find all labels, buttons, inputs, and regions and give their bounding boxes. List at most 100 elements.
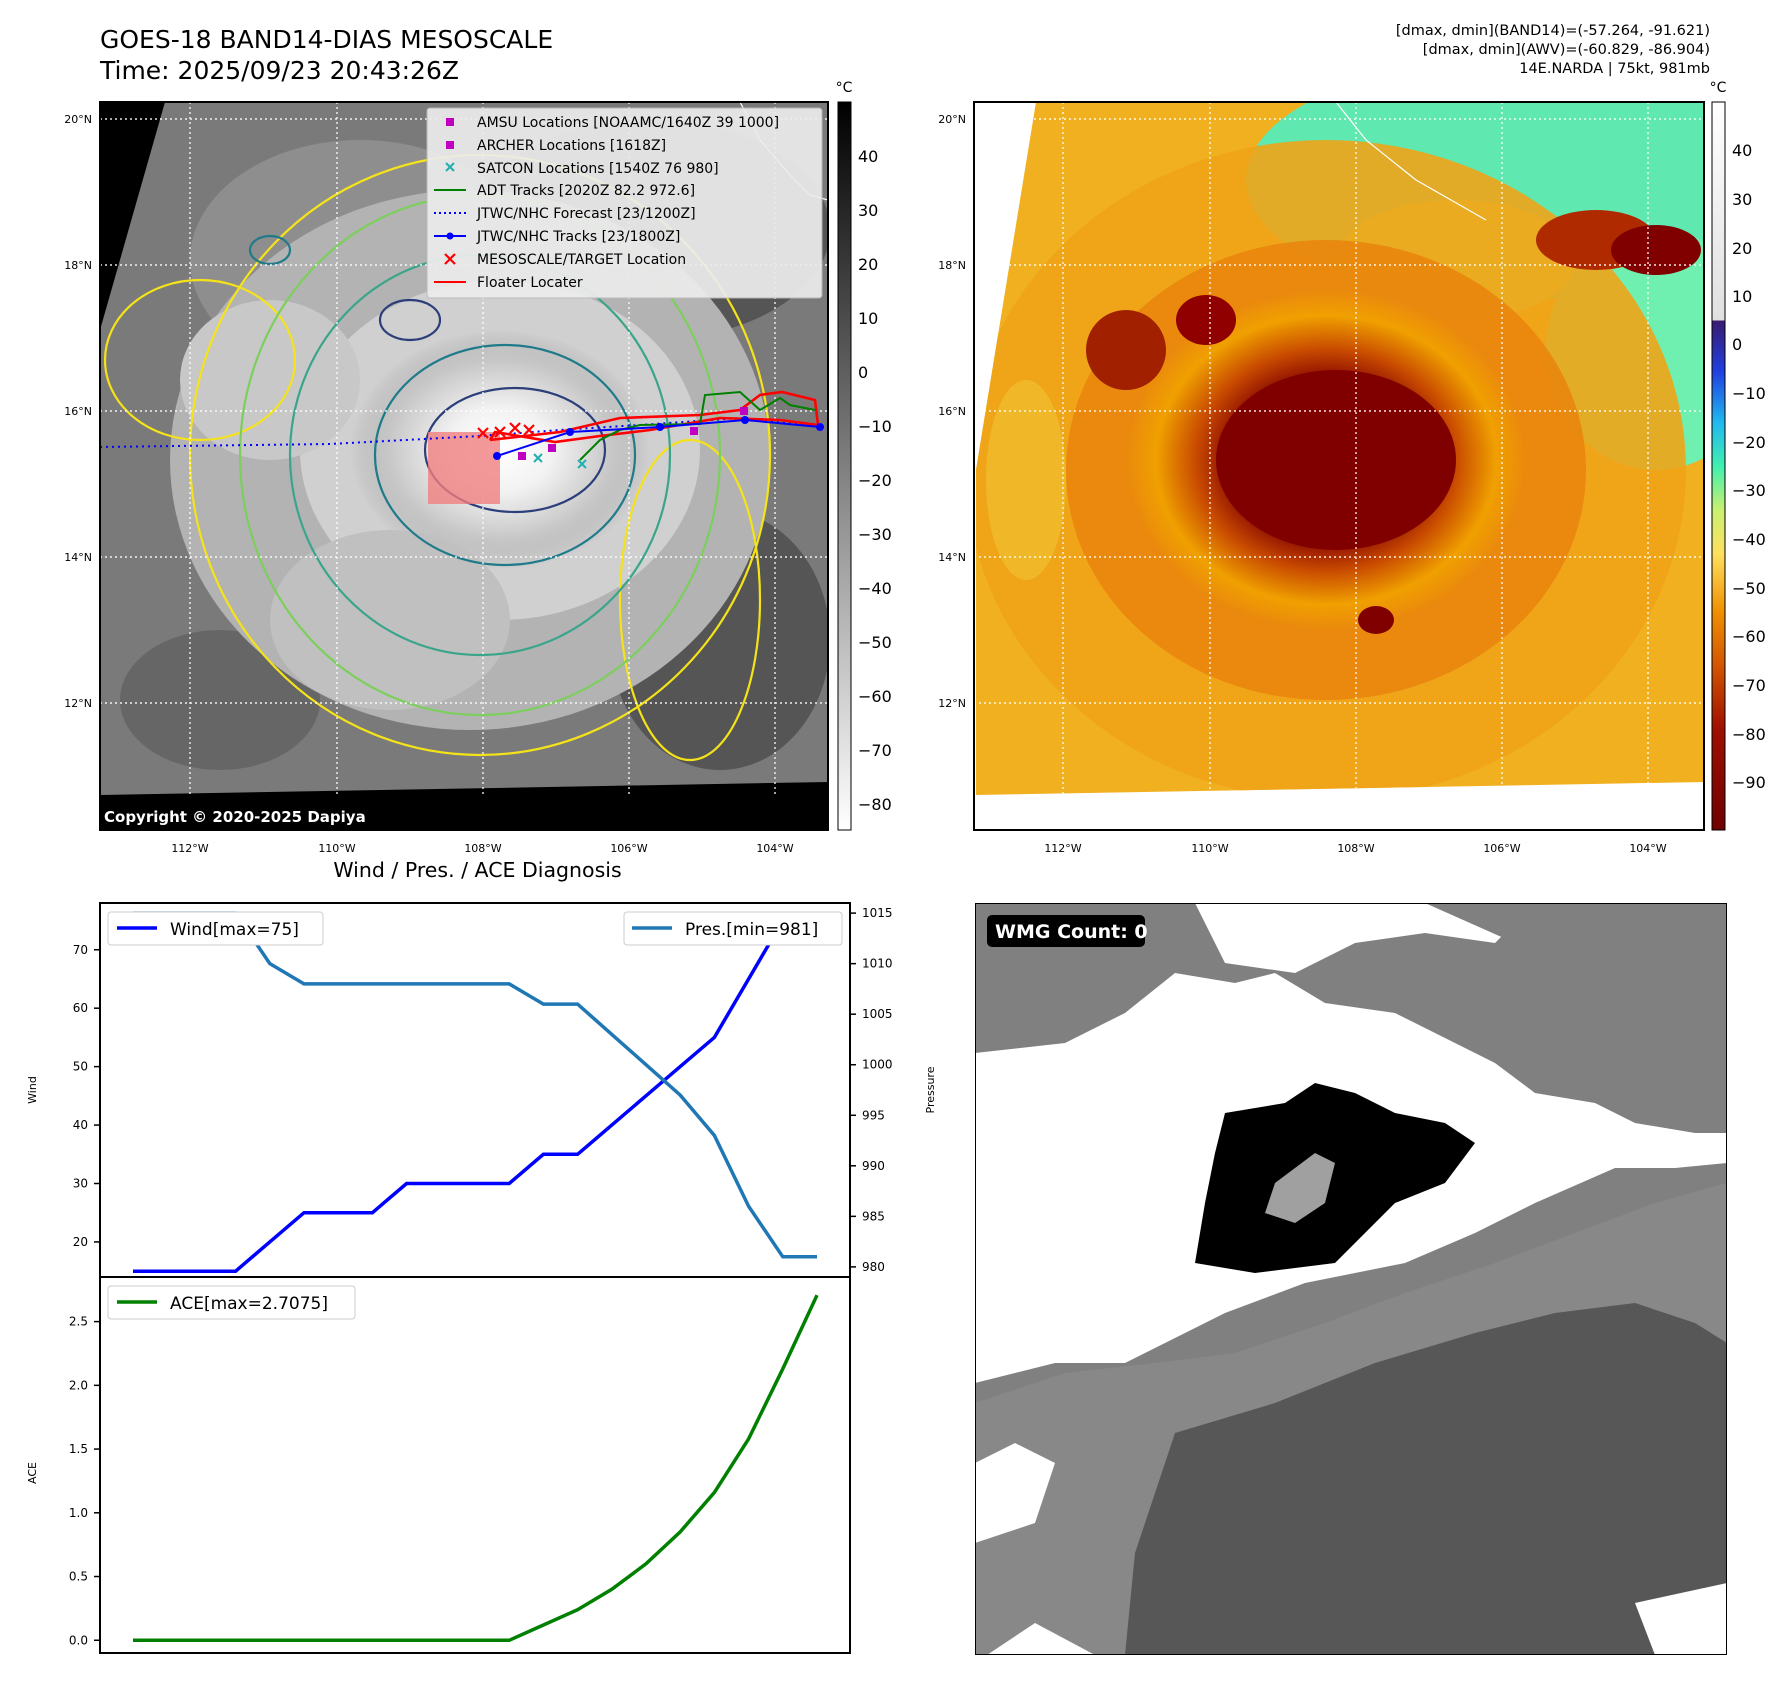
y-tick-label: 50 bbox=[73, 1060, 88, 1074]
right-colorbar-ticks: 40 30 20 10 0 −10 −20 −30 −40 −50 −60 −7… bbox=[1732, 141, 1766, 792]
legend-label-mesoscale: MESOSCALE/TARGET Location bbox=[477, 252, 686, 268]
map-legend: AMSU Locations [NOAAMC/1640Z 39 1000] AR… bbox=[426, 107, 823, 299]
ace-axis-label: ACE bbox=[26, 1462, 39, 1484]
y-tick-label: 2.5 bbox=[69, 1315, 88, 1329]
colorbar-tick: −30 bbox=[1732, 481, 1766, 500]
colorbar-tick: −20 bbox=[858, 471, 892, 490]
colorbar-tick: −10 bbox=[858, 417, 892, 436]
wmg-count-badge: WMG Count: 0 bbox=[987, 915, 1148, 947]
legend-marker-amsu bbox=[446, 118, 454, 126]
ace-legend-label: ACE[max=2.7075] bbox=[170, 1294, 328, 1314]
colorbar-tick: −90 bbox=[1732, 773, 1766, 792]
lon-label: 112°W bbox=[171, 842, 208, 855]
wind-axis-label: Wind bbox=[26, 1076, 39, 1104]
colorbar-tick: 0 bbox=[1732, 335, 1742, 354]
copyright-text: Copyright © 2020-2025 Dapiya bbox=[104, 808, 366, 826]
wmg-count-label: WMG Count: 0 bbox=[995, 921, 1148, 943]
pressure-legend-label: Pres.[min=981] bbox=[685, 920, 818, 940]
wmg-panel: WMG Count: 0 bbox=[975, 903, 1727, 1655]
y-tick-label: 985 bbox=[862, 1209, 885, 1223]
left-colorbar: °C 40 30 20 10 0 −10 −20 −30 −40 −50 −60… bbox=[836, 80, 892, 831]
diagnosis-title: Wind / Pres. / ACE Diagnosis bbox=[333, 858, 622, 882]
title-line-2: Time: 2025/09/23 20:43:26Z bbox=[100, 56, 459, 85]
colorbar-tick: −60 bbox=[1732, 627, 1766, 646]
y-tick-label: 40 bbox=[73, 1118, 88, 1132]
ir-map-panel: Copyright © 2020-2025 Dapiya AMSU Locati… bbox=[64, 80, 892, 855]
lon-label: 106°W bbox=[610, 842, 647, 855]
lon-label: 104°W bbox=[756, 842, 793, 855]
colorbar-tick: −10 bbox=[1732, 384, 1766, 403]
lat-label: 14°N bbox=[64, 551, 92, 564]
legend-marker-mesoscale bbox=[444, 253, 456, 265]
colorbar-tick: 40 bbox=[1732, 141, 1752, 160]
lat-label: 14°N bbox=[938, 551, 966, 564]
lat-label: 12°N bbox=[64, 697, 92, 710]
y-tick-label: 0.5 bbox=[69, 1570, 88, 1584]
y-tick-label: 30 bbox=[73, 1177, 88, 1191]
pressure-series-line bbox=[133, 911, 817, 1259]
lat-label: 16°N bbox=[64, 405, 92, 418]
lat-label: 16°N bbox=[938, 405, 966, 418]
ace-series-line bbox=[133, 1294, 819, 1643]
y-tick-label: 1015 bbox=[862, 906, 893, 920]
lat-label: 20°N bbox=[938, 113, 966, 126]
colorbar-tick: −30 bbox=[858, 525, 892, 544]
y-tick-label: 20 bbox=[73, 1235, 88, 1249]
lon-label: 104°W bbox=[1629, 842, 1666, 855]
colorbar-tick: −70 bbox=[1732, 676, 1766, 695]
colorbar-tick: 0 bbox=[858, 363, 868, 382]
wind-series-line bbox=[133, 918, 817, 1273]
colorbar-tick: 10 bbox=[858, 309, 878, 328]
ace-legend: ACE[max=2.7075] bbox=[107, 1285, 356, 1320]
lat-label: 12°N bbox=[938, 697, 966, 710]
y-tick-label: 70 bbox=[73, 943, 88, 957]
colorbar-tick: −50 bbox=[1732, 579, 1766, 598]
floater-box bbox=[428, 432, 500, 504]
y-tick-label: 1010 bbox=[862, 957, 893, 971]
legend-label-adt: ADT Tracks [2020Z 82.2 972.6] bbox=[477, 183, 695, 199]
y-tick-label: 2.0 bbox=[69, 1378, 88, 1392]
colorbar-tick: 20 bbox=[858, 255, 878, 274]
colorbar-tick: −40 bbox=[858, 579, 892, 598]
y-tick-label: 1005 bbox=[862, 1007, 893, 1021]
left-lat-labels: 20°N 18°N 16°N 14°N 12°N bbox=[64, 113, 92, 710]
ace-y-ticks: 0.0 0.5 1.0 1.5 2.0 2.5 bbox=[69, 1315, 100, 1647]
colorbar-tick: −60 bbox=[858, 687, 892, 706]
legend-marker-satcon bbox=[445, 162, 455, 172]
lon-label: 112°W bbox=[1044, 842, 1081, 855]
awv-map-panel: 20°N 18°N 16°N 14°N 12°N 112°W 110°W 108… bbox=[938, 80, 1766, 855]
right-lon-labels: 112°W 110°W 108°W 106°W 104°W bbox=[1044, 842, 1666, 855]
y-tick-label: 0.0 bbox=[69, 1633, 88, 1647]
adt-track bbox=[579, 390, 816, 461]
y-tick-label: 1000 bbox=[862, 1058, 893, 1072]
legend-label-forecast: JTWC/NHC Forecast [23/1200Z] bbox=[476, 206, 696, 222]
lon-label: 110°W bbox=[318, 842, 355, 855]
colorbar-tick: −20 bbox=[1732, 433, 1766, 452]
figure-title: GOES-18 BAND14-DIAS MESOSCALE Time: 2025/… bbox=[100, 24, 553, 86]
floater-locater-track bbox=[488, 390, 820, 444]
left-colorbar-unit: °C bbox=[836, 80, 853, 96]
legend-label-satcon: SATCON Locations [1540Z 76 980] bbox=[477, 161, 719, 177]
wind-legend-label: Wind[max=75] bbox=[170, 920, 299, 940]
colorbar-tick: −40 bbox=[1732, 530, 1766, 549]
y-tick-label: 1.5 bbox=[69, 1442, 88, 1456]
colorbar-tick: 30 bbox=[1732, 190, 1752, 209]
colorbar-tick: 30 bbox=[858, 201, 878, 220]
pressure-axis-label: Pressure bbox=[924, 1066, 937, 1113]
right-colorbar: °C 40 30 20 10 0 −10 −20 −30 −40 −50 −60… bbox=[1710, 80, 1766, 831]
lon-label: 110°W bbox=[1191, 842, 1228, 855]
colorbar-tick: −70 bbox=[858, 741, 892, 760]
pressure-legend: Pres.[min=981] bbox=[623, 911, 843, 946]
lon-label: 106°W bbox=[1483, 842, 1520, 855]
lat-label: 18°N bbox=[64, 259, 92, 272]
info-line-1: [dmax, dmin](BAND14)=(-57.264, -91.621) bbox=[1395, 23, 1710, 39]
lon-label: 108°W bbox=[464, 842, 501, 855]
lon-label: 108°W bbox=[1337, 842, 1374, 855]
colorbar-tick: 20 bbox=[1732, 239, 1752, 258]
y-tick-label: 60 bbox=[73, 1001, 88, 1015]
legend-label-amsu: AMSU Locations [NOAAMC/1640Z 39 1000] bbox=[477, 115, 779, 131]
colorbar-tick: −50 bbox=[858, 633, 892, 652]
lat-label: 20°N bbox=[64, 113, 92, 126]
wmg-core bbox=[1195, 1083, 1475, 1273]
awv-imagery bbox=[976, 102, 1704, 795]
